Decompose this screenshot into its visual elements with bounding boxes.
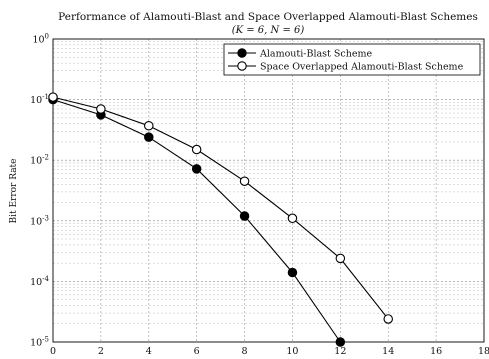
- y-tick-label: 10-2: [30, 154, 49, 167]
- legend-label-series-2: Space Overlapped Alamouti-Blast Scheme: [260, 62, 464, 73]
- tick-layer: 0 2 4 6 8 10 12 14 16 18 100 10-1 10-2 10-3 10-4 10-5: [30, 33, 489, 358]
- chart-title: Performance of Alamouti-Blast and Space …: [58, 11, 478, 23]
- y-tick-label: 10-4: [30, 275, 49, 288]
- x-tick-label: 10: [286, 346, 298, 357]
- y-tick-label: 10-3: [30, 214, 49, 227]
- x-tick-label: 16: [430, 346, 442, 357]
- y-axis-label: Bit Error Rate: [9, 158, 19, 223]
- legend-marker-series-1: [237, 48, 247, 58]
- x-tick-label: 2: [98, 346, 104, 357]
- series-2-point: [96, 104, 106, 114]
- y-tick-label: 10-1: [30, 93, 49, 106]
- series-1-point: [335, 337, 346, 347]
- series-2-point: [335, 253, 346, 264]
- y-tick-label: 100: [32, 33, 49, 46]
- x-tick-label: 14: [382, 346, 394, 357]
- legend: Alamouti-Blast Scheme Space Overlapped A…: [223, 43, 481, 76]
- series-2-line: [52, 96, 389, 320]
- chart-subtitle: (K = 6, N = 6): [232, 25, 305, 36]
- legend-marker-series-2: [237, 61, 247, 71]
- series-2-point: [191, 144, 202, 155]
- series-1-point: [239, 211, 250, 221]
- x-tick-label: 8: [242, 346, 248, 357]
- grid-layer: [53, 39, 484, 342]
- series-2-point: [144, 121, 154, 131]
- x-tick-label: 6: [194, 346, 200, 357]
- series-2-point: [287, 213, 298, 224]
- series-1-point: [191, 164, 202, 174]
- legend-label-series-1: Alamouti-Blast Scheme: [259, 49, 372, 60]
- series-2-point: [383, 314, 393, 324]
- series-layer: [48, 92, 393, 347]
- x-tick-label: 18: [478, 346, 489, 357]
- series-2-point: [239, 176, 250, 186]
- plot-frame: [52, 38, 485, 343]
- series-2-point: [48, 92, 58, 102]
- y-tick-label: 10-5: [30, 336, 49, 349]
- x-tick-label: 4: [146, 346, 152, 357]
- legend-box: [223, 43, 481, 76]
- x-tick-label: 12: [334, 346, 346, 357]
- x-tick-label: 0: [50, 346, 56, 357]
- series-1-point: [287, 267, 298, 278]
- series-1-point: [144, 132, 154, 142]
